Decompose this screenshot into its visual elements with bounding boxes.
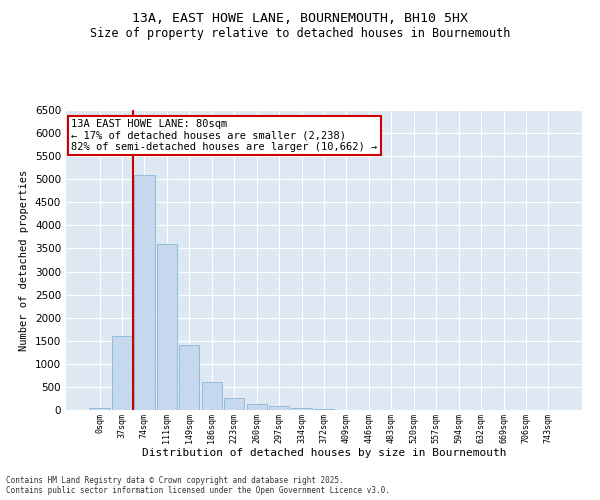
- Bar: [202, 382, 222, 410]
- Text: Size of property relative to detached houses in Bournemouth: Size of property relative to detached ho…: [90, 28, 510, 40]
- Bar: [89, 408, 110, 410]
- Bar: [247, 404, 267, 410]
- Bar: [292, 408, 311, 410]
- Bar: [224, 398, 244, 410]
- Text: 13A, EAST HOWE LANE, BOURNEMOUTH, BH10 5HX: 13A, EAST HOWE LANE, BOURNEMOUTH, BH10 5…: [132, 12, 468, 26]
- Bar: [112, 336, 132, 410]
- Bar: [314, 409, 334, 410]
- Bar: [179, 346, 199, 410]
- Bar: [269, 406, 289, 410]
- Y-axis label: Number of detached properties: Number of detached properties: [19, 170, 29, 350]
- Text: 13A EAST HOWE LANE: 80sqm
← 17% of detached houses are smaller (2,238)
82% of se: 13A EAST HOWE LANE: 80sqm ← 17% of detac…: [71, 119, 377, 152]
- Text: Contains HM Land Registry data © Crown copyright and database right 2025.
Contai: Contains HM Land Registry data © Crown c…: [6, 476, 390, 495]
- X-axis label: Distribution of detached houses by size in Bournemouth: Distribution of detached houses by size …: [142, 448, 506, 458]
- Bar: [134, 174, 155, 410]
- Bar: [157, 244, 177, 410]
